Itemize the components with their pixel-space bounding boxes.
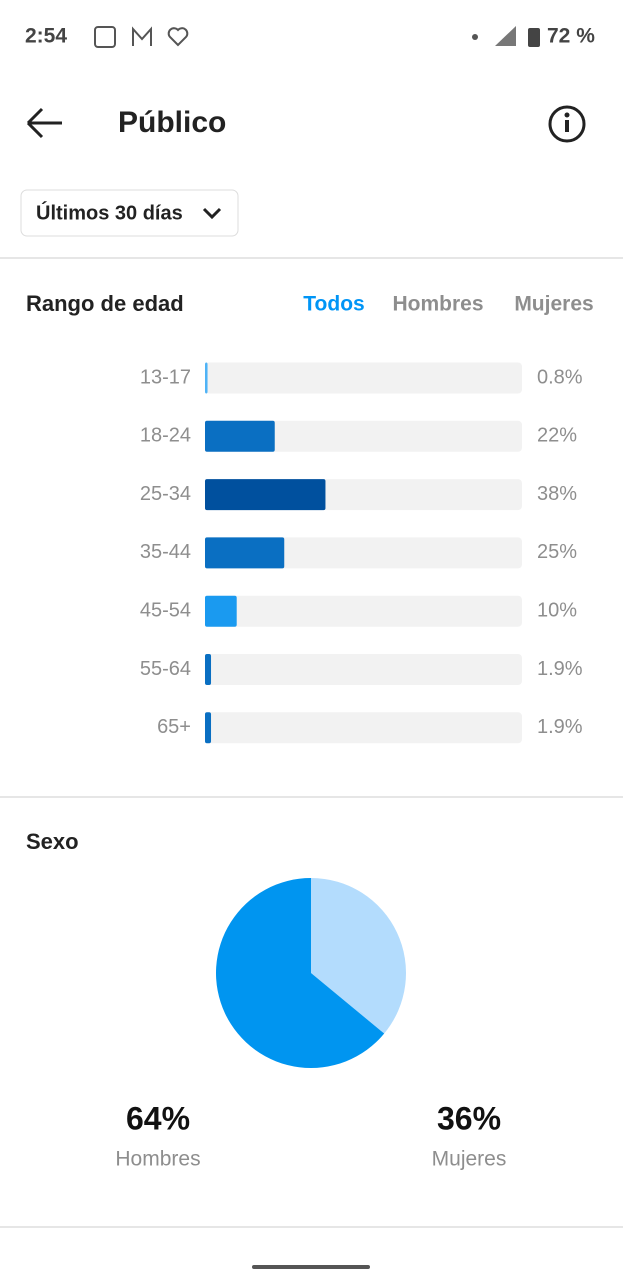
bar-track xyxy=(205,712,522,744)
battery-level: 72 % xyxy=(547,25,595,48)
divider xyxy=(0,1226,623,1228)
bar-track xyxy=(205,654,522,685)
home-indicator xyxy=(252,1265,370,1269)
bar xyxy=(205,654,212,685)
signal-icon xyxy=(495,26,516,46)
value-label: 0.8% xyxy=(537,366,583,388)
dropdown-icon xyxy=(202,207,222,220)
bar-track xyxy=(205,362,522,394)
section-title: Sexo xyxy=(26,829,79,854)
pie-value: 64% xyxy=(126,1100,190,1136)
category-label: 13-17 xyxy=(140,366,191,388)
value-label: 1.9% xyxy=(537,658,583,680)
divider xyxy=(0,257,623,259)
value-label: 1.9% xyxy=(537,716,583,738)
value-label: 25% xyxy=(537,541,577,563)
bar-track xyxy=(205,420,522,452)
pie-slice xyxy=(311,878,407,1034)
category-label: 35-44 xyxy=(140,541,191,563)
bar xyxy=(205,420,275,452)
pie-value: 36% xyxy=(437,1100,501,1136)
date-filter-label: Últimos 30 días xyxy=(36,200,183,224)
page-title: Público xyxy=(118,106,226,139)
status-dot xyxy=(472,34,478,40)
bar-track xyxy=(205,595,522,627)
category-label: 45-54 xyxy=(140,599,191,621)
bar xyxy=(205,537,285,569)
pie-category: Mujeres xyxy=(432,1148,507,1171)
bar xyxy=(205,595,237,627)
back-button[interactable] xyxy=(26,107,62,139)
category-label: 18-24 xyxy=(140,425,191,447)
info-button[interactable] xyxy=(548,105,586,143)
bar xyxy=(205,362,208,394)
pie-category: Hombres xyxy=(115,1148,200,1171)
category-label: 55-64 xyxy=(140,658,191,680)
divider xyxy=(0,796,623,798)
bar xyxy=(205,712,212,744)
section-title: Rango de edad xyxy=(26,291,184,316)
value-label: 38% xyxy=(537,483,577,505)
value-label: 10% xyxy=(537,599,577,621)
battery-icon xyxy=(528,28,540,47)
filter-tab[interactable]: Mujeres xyxy=(514,293,593,316)
status-time: 2:54 xyxy=(25,25,67,48)
pie-slice xyxy=(216,878,385,1068)
category-label: 65+ xyxy=(157,716,191,738)
value-label: 22% xyxy=(537,425,577,447)
filter-tab[interactable]: Todos xyxy=(303,293,364,316)
filter-tab[interactable]: Hombres xyxy=(392,293,483,316)
date-filter[interactable] xyxy=(20,189,239,237)
status-icons xyxy=(94,26,189,48)
category-label: 25-34 xyxy=(140,483,191,505)
bar xyxy=(205,479,326,511)
